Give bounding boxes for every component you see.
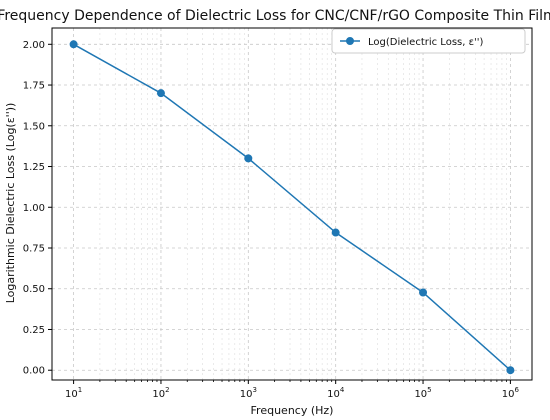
chart-title: Frequency Dependence of Dielectric Loss … — [0, 8, 550, 24]
y-axis-label: Logarithmic Dielectric Loss (Log(ε'')) — [4, 103, 17, 304]
series-line — [73, 43, 511, 371]
data-point — [69, 40, 78, 49]
legend-marker — [346, 37, 354, 45]
data-point — [156, 89, 165, 98]
data-point — [331, 228, 340, 237]
legend-label: Log(Dielectric Loss, ε'') — [368, 37, 484, 48]
y-tick-label: 0.50 — [23, 284, 45, 295]
y-tick-label: 1.00 — [23, 203, 45, 214]
y-tick-label: 2.00 — [23, 40, 45, 51]
axis-layer: 101 102 103 104 105 106 0.00 0.25 0.50 0.75 1.00 1.… — [23, 27, 533, 400]
x-tick-label: 102 — [152, 386, 169, 400]
plot-frame — [51, 27, 533, 381]
y-tick-label: 1.50 — [23, 121, 45, 132]
y-tick-label: 1.75 — [23, 81, 45, 92]
data-point — [244, 154, 253, 163]
legend: Log(Dielectric Loss, ε'') — [331, 28, 526, 54]
y-tick-label: 0.75 — [23, 244, 45, 255]
data-point — [419, 288, 428, 297]
grid-layer — [52, 28, 532, 380]
x-tick-label: 104 — [327, 386, 345, 400]
x-axis-label: Frequency (Hz) — [251, 404, 334, 417]
x-tick-label: 103 — [240, 386, 257, 400]
y-tick-label: 0.00 — [23, 366, 45, 377]
x-tick-label: 105 — [414, 386, 431, 400]
series-layer — [69, 40, 515, 375]
x-tick-label: 106 — [502, 386, 520, 400]
data-point — [506, 366, 515, 375]
x-tick-label: 101 — [65, 386, 82, 400]
legend-box — [331, 28, 526, 54]
y-tick-label: 0.25 — [23, 325, 45, 336]
y-tick-label: 1.25 — [23, 162, 45, 173]
